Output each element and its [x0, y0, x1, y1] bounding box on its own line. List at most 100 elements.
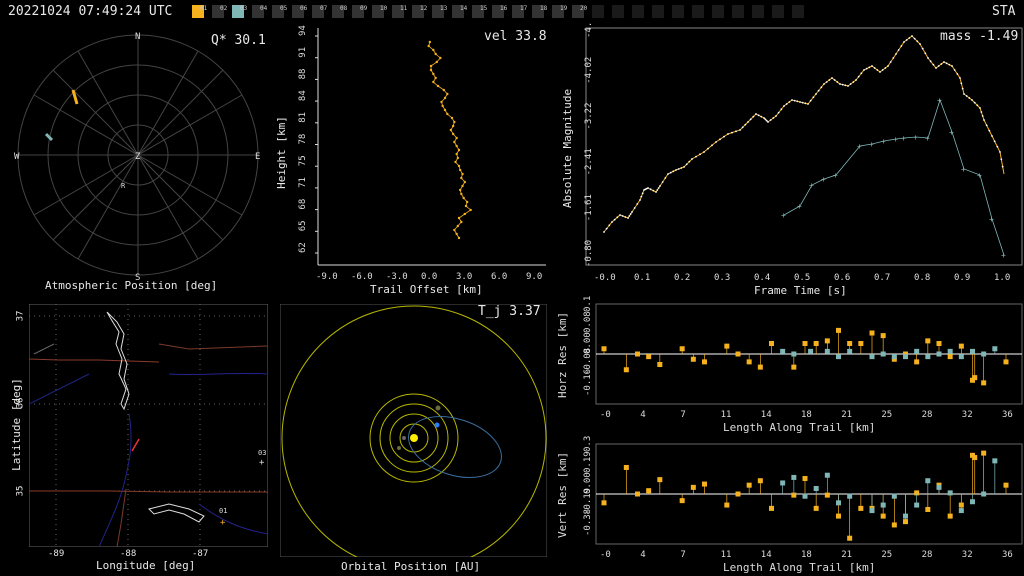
camera-toggle-10[interactable]: 10 [372, 5, 387, 18]
cam3-lightcurve [783, 98, 1005, 256]
vert-cam3-point [780, 480, 786, 486]
cam1-lightcurve-point [772, 117, 775, 119]
cam1-lightcurve-point [755, 113, 757, 115]
cam1-lightcurve-point [715, 141, 717, 143]
camera-toggle-slot30[interactable] [792, 5, 804, 18]
horz-cam1-point [690, 356, 696, 362]
camera-toggle-17[interactable]: 17 [512, 5, 527, 18]
camera-toggle-slot22[interactable] [632, 5, 644, 18]
height-trail-point [451, 132, 455, 136]
camera-toggle-slot25[interactable] [692, 5, 704, 18]
cam1-lightcurve-point [879, 71, 881, 73]
station-01-marker: + [220, 518, 226, 528]
cam3-lightcurve-point: + [925, 134, 930, 143]
vert-ytick: 0.00 [583, 472, 593, 494]
cam1-lightcurve-point [628, 215, 631, 217]
vert-cam3-point [958, 508, 964, 514]
camera-toggle-slot23[interactable] [652, 5, 664, 18]
height-trail-point [432, 72, 435, 76]
camera-toggle-01[interactable]: 01 [192, 5, 207, 18]
height-xtick: 3.0 [456, 272, 472, 282]
cam1-lightcurve-point [767, 121, 769, 123]
vert-cam3-point [891, 493, 897, 499]
camera-toggle-19[interactable]: 19 [552, 5, 567, 18]
camera-toggle-13[interactable]: 13 [432, 5, 447, 18]
height-trail-point [456, 224, 460, 228]
camera-toggle-12[interactable]: 12 [412, 5, 427, 18]
vert-cam1-point [813, 505, 819, 511]
horz-cam1-point [769, 341, 774, 346]
vert-cam3-point [869, 508, 875, 514]
height-xlabel: Trail Offset [km] [370, 283, 483, 296]
cam1-lightcurve-point [863, 69, 865, 71]
vert-cam1-point [757, 478, 763, 484]
vert-xtick: -0 [600, 550, 611, 560]
camera-toggle-15[interactable]: 15 [472, 5, 487, 18]
vert-cam1-point [724, 502, 730, 508]
horz-cam3-point [824, 348, 830, 354]
cam1-lightcurve-point [657, 187, 660, 189]
height-trail-point [446, 92, 449, 96]
camera-toggle-08[interactable]: 08 [332, 5, 347, 18]
camera-toggle-20[interactable]: 20 [572, 5, 587, 18]
height-trail-point [432, 48, 435, 52]
cam1-lightcurve-point [703, 151, 705, 153]
cam1-lightcurve-point [643, 189, 645, 191]
cam1-lightcurve-point [731, 131, 733, 134]
vert-cam1-point [972, 455, 978, 461]
camera-toggle-09[interactable]: 09 [352, 5, 367, 18]
cam1-lightcurve-point [699, 153, 701, 156]
camera-toggle-04[interactable]: 04 [252, 5, 267, 18]
cam1-lightcurve-point [981, 115, 984, 117]
camera-toggle-slot26[interactable] [712, 5, 724, 18]
cam1-lightcurve-point [652, 189, 655, 192]
camera-toggle-07[interactable]: 07 [312, 5, 327, 18]
camera-toggle-slot21[interactable] [612, 5, 624, 18]
horz-ylabel: Horz Res [km] [556, 312, 569, 398]
camera-toggle-slot20[interactable] [592, 5, 604, 18]
cam1-lightcurve-point [683, 166, 685, 168]
cam1-lightcurve-point [836, 81, 839, 83]
vert-xtick: 25 [881, 550, 892, 560]
camera-toggle-02[interactable]: 02 [212, 5, 227, 18]
height-trail-point [439, 56, 442, 60]
camera-toggle-03[interactable]: 03 [232, 5, 247, 18]
cam1-lightcurve-point [916, 40, 919, 43]
height-ytick: 65 [298, 220, 308, 231]
camera-toggle-slot27[interactable] [732, 5, 744, 18]
camera-toggle-slot29[interactable] [772, 5, 784, 18]
camera-toggle-18[interactable]: 18 [532, 5, 547, 18]
height-xtick: -6.0 [351, 272, 373, 282]
cam1-lightcurve-point [739, 129, 741, 131]
camera-toggle-14[interactable]: 14 [452, 5, 467, 18]
vert-cam3-point [847, 493, 853, 499]
camera-toggle-05[interactable]: 05 [272, 5, 287, 18]
cam1-lightcurve-point [960, 82, 963, 85]
camera-toggle-16[interactable]: 16 [492, 5, 507, 18]
cam1-lightcurve-point [744, 123, 747, 126]
cam1-lightcurve-point [983, 119, 985, 121]
cam1-lightcurve-point [999, 151, 1001, 153]
cam1-lightcurve-point [667, 173, 669, 175]
height-trail-point [449, 128, 453, 132]
camera-toggle-slot28[interactable] [752, 5, 764, 18]
tisserand-stat: T_j 3.37 [478, 304, 541, 319]
vert-ytick: 0.19 [583, 451, 593, 473]
horz-cam1-point [880, 333, 886, 339]
cam1-lightcurve-point [817, 89, 820, 92]
cam1-lightcurve-point [973, 101, 976, 104]
cam1-lightcurve-point [889, 61, 892, 63]
horz-cam1-point [936, 341, 942, 346]
vert-cam1-point [623, 464, 629, 470]
station-marker: R [121, 182, 126, 190]
camera-toggle-slot24[interactable] [672, 5, 684, 18]
camera-toggle-11[interactable]: 11 [392, 5, 407, 18]
cam1-lightcurve-point [825, 81, 828, 83]
cam1-lightcurve-point [611, 221, 613, 223]
camera-toggle-06[interactable]: 06 [292, 5, 307, 18]
horz-cam1-point [970, 377, 975, 383]
height-trail-point [429, 64, 433, 68]
cam1-lightcurve-point [844, 84, 847, 87]
height-trail-point [461, 184, 464, 188]
cam1-lightcurve-point [1001, 165, 1004, 168]
